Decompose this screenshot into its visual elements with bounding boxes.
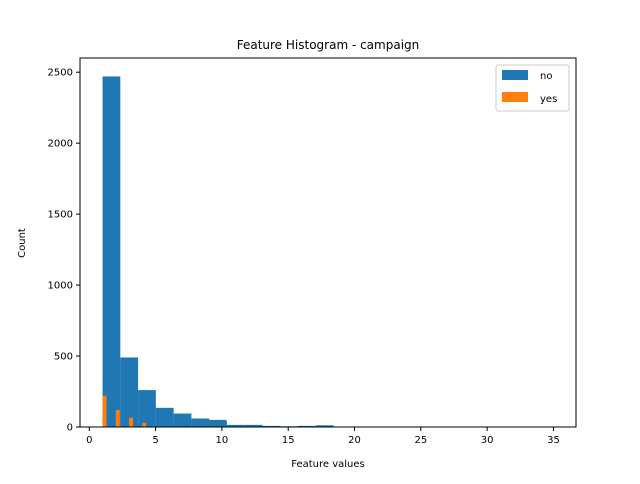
legend-label-yes: yes: [540, 94, 557, 105]
bar-no-3: [156, 408, 174, 427]
bar-no-4: [174, 414, 192, 427]
chart-title: Feature Histogram - campaign: [237, 38, 420, 52]
y-tick-label-1: 500: [54, 352, 73, 363]
x-tick-label-3: 15: [282, 435, 295, 446]
bar-no-0: [103, 76, 121, 427]
legend-swatch-no: [502, 70, 528, 80]
bar-no-7: [209, 420, 227, 427]
legend-label-no: no: [540, 71, 552, 82]
y-tick-label-4: 2000: [48, 139, 73, 150]
y-axis-title: Count: [17, 228, 28, 258]
bar-no-2: [138, 390, 156, 427]
y-tick-label-2: 1000: [48, 281, 73, 292]
bar-yes-3: [142, 423, 146, 427]
x-tick-label-4: 20: [348, 435, 361, 446]
bar-yes-1: [116, 410, 120, 427]
x-tick-label-5: 25: [414, 435, 427, 446]
bar-no-5: [191, 418, 209, 427]
bar-yes-0: [103, 396, 107, 427]
x-tick-label-7: 35: [547, 435, 560, 446]
bar-no-1: [120, 357, 138, 427]
legend: no yes: [496, 65, 569, 111]
x-axis-title: Feature values: [291, 459, 365, 470]
legend-swatch-yes: [502, 92, 528, 102]
x-tick-label-2: 10: [216, 435, 229, 446]
bar-yes-2: [129, 418, 133, 427]
y-tick-label-5: 2500: [48, 68, 73, 79]
y-tick-label-0: 0: [67, 423, 73, 434]
y-tick-label-3: 1500: [48, 210, 73, 221]
x-tick-label-1: 5: [152, 435, 158, 446]
x-tick-label-6: 30: [481, 435, 494, 446]
x-tick-label-0: 0: [86, 435, 92, 446]
